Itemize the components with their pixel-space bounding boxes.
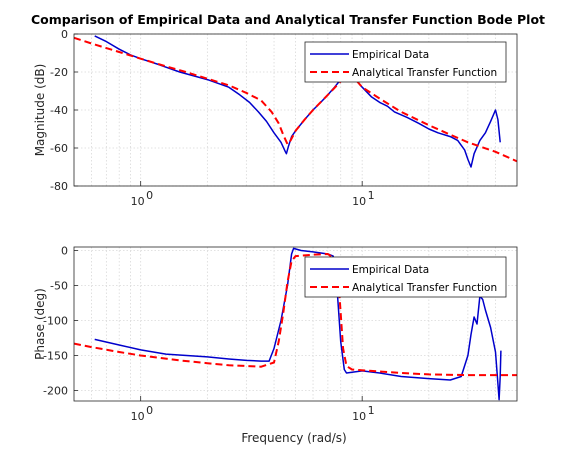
legend-label: Empirical Data (352, 264, 429, 276)
x-tick-label: 10 (352, 410, 366, 423)
x-tick-label: 10 (131, 410, 145, 423)
y-tick-label: -150 (43, 350, 68, 363)
x-axis-label: Frequency (rad/s) (241, 431, 346, 445)
x-tick-exponent: 0 (146, 189, 153, 202)
legend-box (304, 41, 507, 83)
y-axis-label: Magnitude (dB) (33, 64, 47, 157)
axes-frame (73, 33, 518, 187)
chart-title: Comparison of Empirical Data and Analyti… (31, 12, 545, 27)
y-tick-label: -100 (43, 315, 68, 328)
y-tick-label: -40 (50, 104, 68, 117)
empirical-series-line (94, 247, 502, 401)
axes-frame (73, 246, 518, 402)
legend-label: Analytical Transfer Function (352, 282, 497, 294)
x-tick-label: 10 (352, 195, 366, 208)
y-tick-label: -20 (50, 66, 68, 79)
y-axis-label: Phase (deg) (33, 288, 47, 360)
legend: Empirical Data Analytical Transfer Functi… (304, 256, 507, 298)
x-tick-label: 10 (131, 195, 145, 208)
x-tick-exponent: 0 (146, 404, 153, 417)
x-tick-exponent: 1 (368, 404, 375, 417)
y-tick-label: -200 (43, 385, 68, 398)
legend-box (304, 256, 507, 298)
x-tick-exponent: 1 (368, 189, 375, 202)
y-tick-label: -50 (50, 280, 68, 293)
legend-label: Empirical Data (352, 49, 429, 61)
y-tick-label: -60 (50, 142, 68, 155)
y-tick-label: 0 (61, 245, 68, 258)
legend: Empirical Data Analytical Transfer Functi… (304, 41, 507, 83)
y-tick-label: 0 (61, 28, 68, 41)
analytical-series-line (74, 36, 517, 163)
analytical-series-line (74, 253, 517, 377)
legend-label: Analytical Transfer Function (352, 67, 497, 79)
y-tick-label: -80 (50, 180, 68, 193)
